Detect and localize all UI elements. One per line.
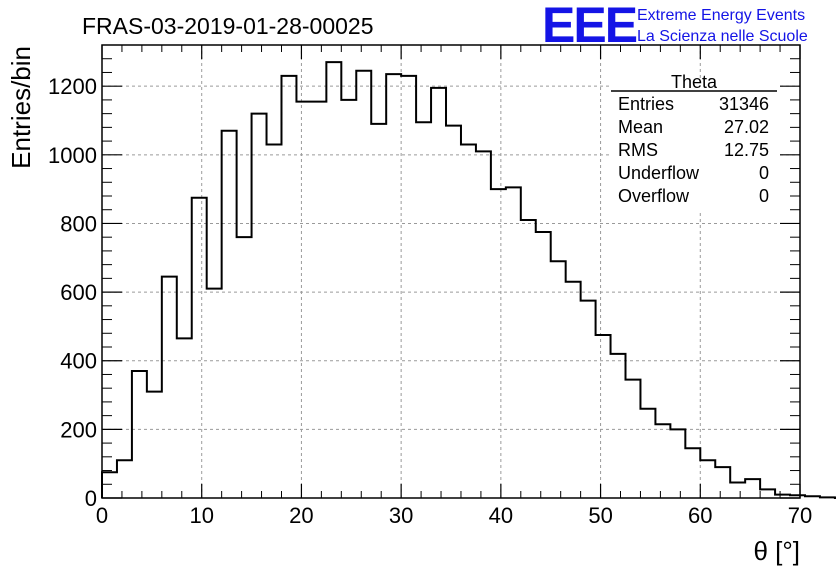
y-tick-label-1200: 1200 [48,74,97,99]
stats-value-underflow: 0 [759,163,769,183]
x-tick-label-70: 70 [788,503,812,528]
chart-title: FRAS-03-2019-01-28-00025 [82,13,374,39]
y-axis-ticks: 0 200 400 600 800 1000 1200 [48,44,800,511]
x-tick-label-10: 10 [189,503,213,528]
x-axis-ticks: 0 10 20 30 40 50 60 70 [96,45,812,528]
stats-value-mean: 27.02 [724,117,769,137]
stats-box: Theta Entries 31346 Mean 27.02 RMS 12.75… [611,72,777,210]
logo-line2: La Scienza nelle Scuole [637,28,808,45]
y-tick-label-600: 600 [60,280,97,305]
histogram-series [101,61,836,499]
stats-box-name: Theta [671,72,718,92]
y-axis-label: Entries/bin [6,46,36,169]
x-tick-label-20: 20 [289,503,313,528]
stats-value-rms: 12.75 [724,140,769,160]
y-tick-label-1000: 1000 [48,143,97,168]
grid-lines [102,45,800,498]
stats-label-underflow: Underflow [618,163,700,183]
y-tick-label-800: 800 [60,211,97,236]
x-axis-label: θ [°] [753,536,800,566]
stats-label-rms: RMS [618,140,658,160]
y-tick-label-200: 200 [60,417,97,442]
x-tick-label-50: 50 [588,503,612,528]
stats-label-mean: Mean [618,117,663,137]
x-tick-label-40: 40 [489,503,513,528]
stats-label-overflow: Overflow [618,186,690,206]
x-tick-label-60: 60 [688,503,712,528]
stats-box-background [611,80,777,210]
y-tick-label-0: 0 [85,486,97,511]
stats-value-overflow: 0 [759,186,769,206]
stats-label-entries: Entries [618,94,674,114]
plot-frame [101,44,801,499]
x-tick-label-0: 0 [96,503,108,528]
y-tick-label-400: 400 [60,349,97,374]
stats-value-entries: 31346 [719,94,769,114]
x-tick-label-30: 30 [389,503,413,528]
logo-line1: Extreme Energy Events [637,7,805,24]
eee-logo: EEE Extreme Energy Events La Scienza nel… [542,0,808,53]
logo-mark: EEE [542,0,637,53]
